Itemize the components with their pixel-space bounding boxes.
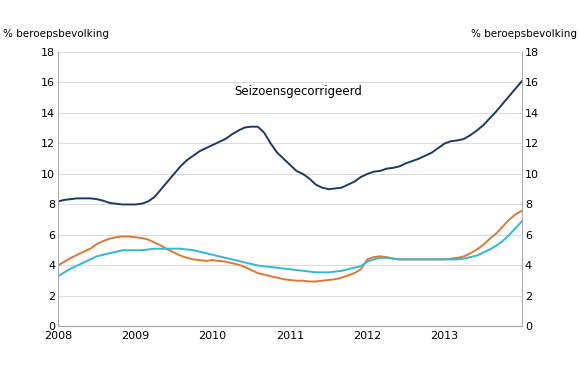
Text: % beroepsbevolking: % beroepsbevolking: [471, 29, 577, 39]
Text: % beroepsbevolking: % beroepsbevolking: [3, 29, 109, 39]
Text: Seizoensgecorrigeerd: Seizoensgecorrigeerd: [234, 85, 362, 98]
